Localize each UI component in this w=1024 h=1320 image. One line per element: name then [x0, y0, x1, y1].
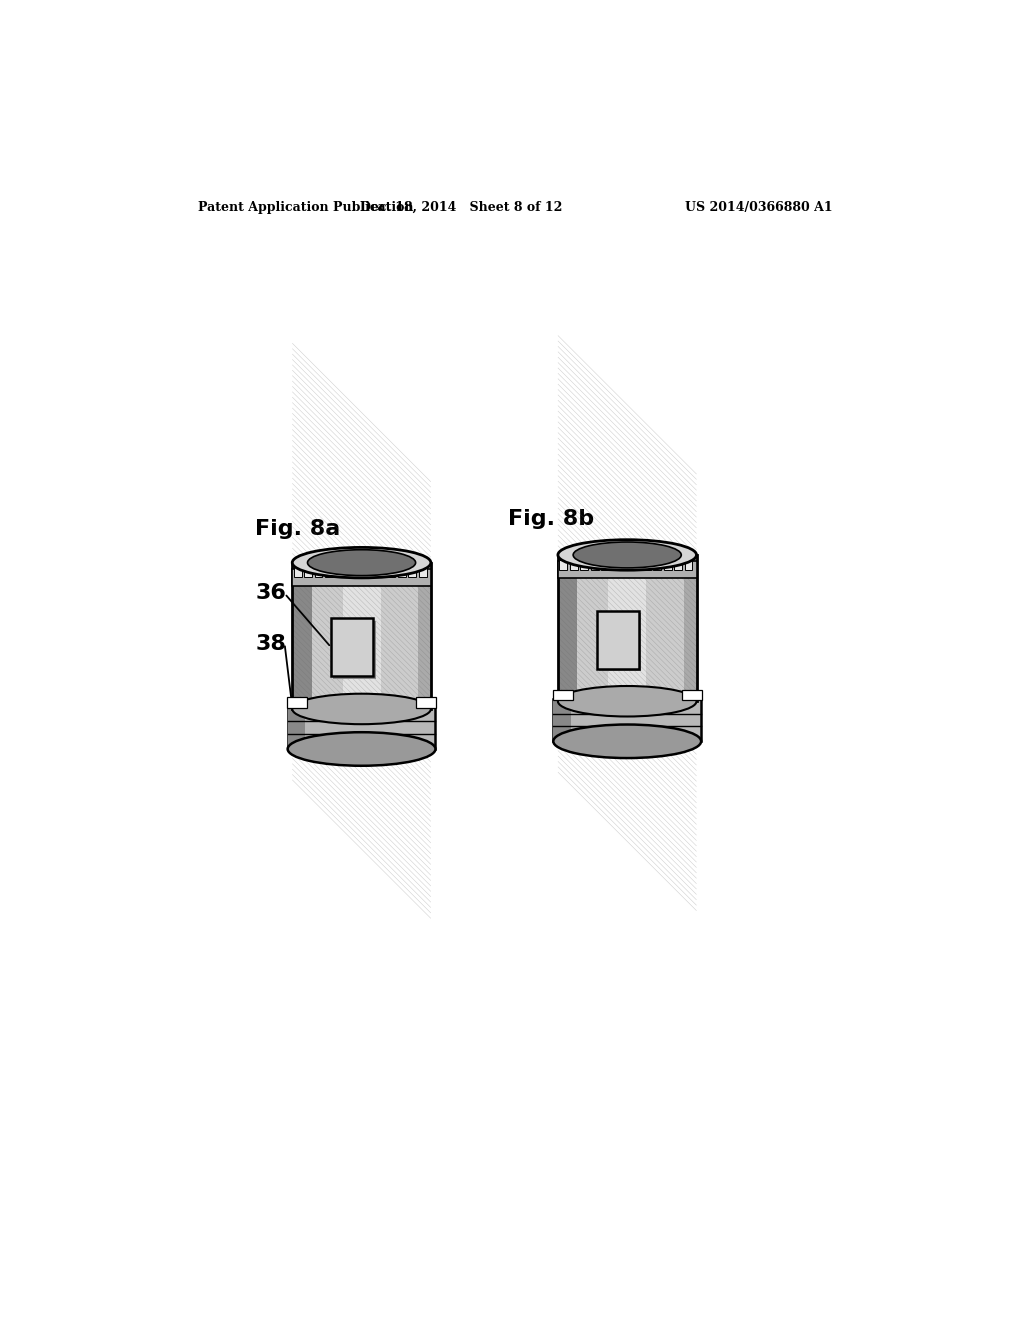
Text: 36: 36 — [255, 583, 286, 603]
Polygon shape — [292, 562, 431, 709]
Polygon shape — [553, 700, 701, 742]
Polygon shape — [292, 569, 431, 586]
Polygon shape — [685, 560, 692, 570]
Polygon shape — [601, 560, 609, 570]
Polygon shape — [664, 560, 672, 570]
Polygon shape — [294, 568, 302, 577]
Polygon shape — [581, 560, 588, 570]
Polygon shape — [558, 554, 696, 701]
Polygon shape — [559, 560, 567, 570]
Polygon shape — [419, 562, 431, 709]
Polygon shape — [292, 562, 311, 709]
Polygon shape — [622, 560, 630, 570]
Text: Fig. 8b: Fig. 8b — [508, 508, 594, 529]
Polygon shape — [388, 568, 395, 577]
Polygon shape — [682, 689, 701, 701]
Polygon shape — [314, 568, 323, 577]
Ellipse shape — [573, 543, 681, 568]
Text: Dec. 18, 2014   Sheet 8 of 12: Dec. 18, 2014 Sheet 8 of 12 — [360, 201, 563, 214]
Polygon shape — [570, 560, 578, 570]
Polygon shape — [643, 560, 650, 570]
Polygon shape — [336, 568, 343, 577]
Text: Fig. 8a: Fig. 8a — [255, 519, 341, 539]
Polygon shape — [419, 568, 427, 577]
Polygon shape — [356, 568, 365, 577]
Ellipse shape — [307, 549, 416, 576]
Polygon shape — [304, 568, 312, 577]
Polygon shape — [346, 568, 353, 577]
Text: Patent Application Publication: Patent Application Publication — [199, 201, 414, 214]
Polygon shape — [558, 561, 696, 578]
Polygon shape — [597, 611, 639, 668]
Polygon shape — [611, 560, 620, 570]
Polygon shape — [674, 560, 682, 570]
Polygon shape — [417, 697, 436, 708]
Polygon shape — [409, 568, 417, 577]
Ellipse shape — [553, 725, 701, 758]
Polygon shape — [398, 568, 406, 577]
Polygon shape — [334, 620, 376, 678]
Polygon shape — [288, 706, 305, 748]
Polygon shape — [377, 568, 385, 577]
Polygon shape — [367, 568, 375, 577]
Polygon shape — [325, 568, 333, 577]
Polygon shape — [599, 612, 641, 671]
Polygon shape — [342, 562, 381, 709]
Ellipse shape — [558, 540, 696, 570]
Ellipse shape — [288, 733, 435, 766]
Ellipse shape — [558, 686, 696, 717]
Polygon shape — [288, 706, 435, 748]
Polygon shape — [553, 700, 570, 742]
Polygon shape — [331, 619, 374, 676]
Text: US 2014/0366880 A1: US 2014/0366880 A1 — [685, 201, 833, 214]
Text: 38: 38 — [255, 634, 286, 653]
Ellipse shape — [292, 548, 431, 578]
Ellipse shape — [292, 694, 431, 725]
Polygon shape — [558, 554, 578, 701]
Polygon shape — [684, 554, 696, 701]
Polygon shape — [287, 697, 307, 708]
Polygon shape — [653, 560, 662, 570]
Polygon shape — [633, 560, 640, 570]
Polygon shape — [553, 689, 572, 701]
Polygon shape — [608, 554, 646, 701]
Polygon shape — [591, 560, 599, 570]
